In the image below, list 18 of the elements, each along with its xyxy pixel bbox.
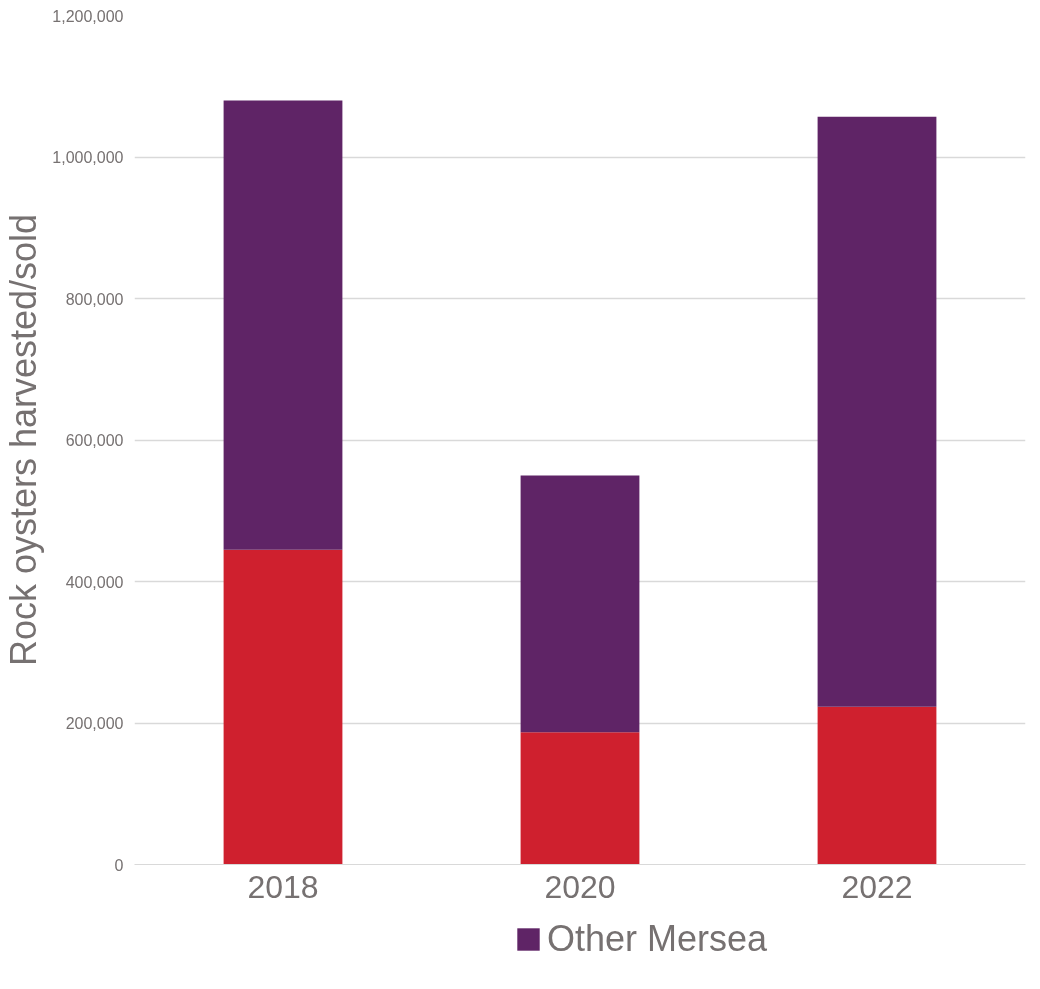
bar bbox=[817, 116, 937, 707]
bar bbox=[520, 475, 640, 733]
bar bbox=[817, 706, 937, 865]
x-tick-label: 2022 bbox=[841, 868, 913, 905]
bar bbox=[520, 732, 640, 865]
bar bbox=[223, 549, 343, 865]
y-tick-label: 1,200,000 bbox=[52, 7, 124, 25]
x-tick-label: 2020 bbox=[544, 868, 616, 905]
y-tick-label: 600,000 bbox=[65, 432, 124, 449]
y-tick-label: 400,000 bbox=[65, 573, 124, 591]
y-tick-label: 200,000 bbox=[65, 715, 124, 732]
y-tick-label: 800,000 bbox=[65, 290, 124, 308]
legend-label: Other Mersea bbox=[547, 918, 768, 960]
y-tick-label: 1,000,000 bbox=[52, 149, 124, 166]
bar bbox=[223, 100, 343, 550]
x-tick-label: 2018 bbox=[247, 868, 319, 905]
y-axis-title: Rock oysters harvested/sold bbox=[3, 213, 45, 667]
y-tick-label: 0 bbox=[114, 856, 124, 874]
